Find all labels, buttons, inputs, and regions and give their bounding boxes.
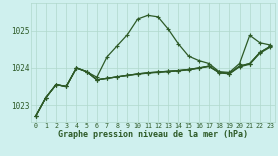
X-axis label: Graphe pression niveau de la mer (hPa): Graphe pression niveau de la mer (hPa) (58, 130, 248, 139)
